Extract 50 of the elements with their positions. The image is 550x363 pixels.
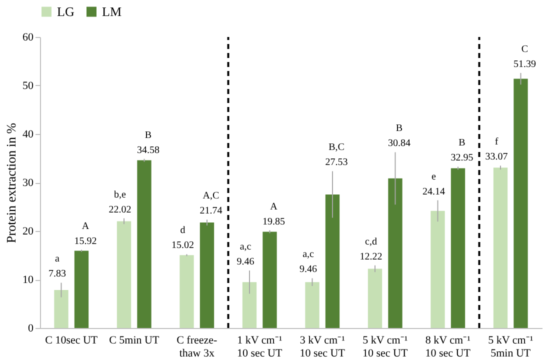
annotation: B [458, 138, 466, 149]
annotation: A [82, 220, 90, 232]
x-tick-label: 5 kV cm⁻¹ 10 sec UT [362, 334, 408, 360]
annotation: e [432, 171, 437, 182]
x-tick-label: 1 kV cm⁻¹ 10 sec UT [237, 334, 283, 360]
annotation: b,e [114, 189, 127, 200]
annotation: B [144, 130, 152, 141]
y-tick-label: 30 [22, 177, 34, 189]
data-label: 9.46 [236, 256, 254, 268]
y-tick-label: 50 [22, 80, 34, 92]
y-tick-label: 40 [22, 128, 34, 140]
y-tick-label: 0 [28, 322, 34, 334]
annotation: d [180, 225, 186, 236]
data-label: 24.14 [422, 186, 446, 198]
annotation: c,d [365, 236, 377, 248]
data-label: 15.02 [172, 240, 194, 252]
data-label: 19.85 [262, 216, 285, 228]
y-tick-label: 60 [22, 32, 34, 44]
data-label: 32.95 [450, 152, 474, 164]
annotation: f [494, 136, 499, 148]
x-tick-label: C 10sec UT [45, 334, 98, 346]
x-tick-label: 8 kV cm⁻¹ 10 sec UT [425, 334, 471, 360]
annotation: a,c [302, 249, 314, 260]
y-tick-label: 10 [22, 274, 34, 286]
data-label: 21.74 [200, 206, 222, 217]
data-label: 34.58 [136, 144, 160, 156]
x-tick-label: C freeze- thaw 3x [176, 334, 218, 360]
annotation: A,C [202, 190, 220, 202]
x-tick-label: C 5min UT [109, 334, 160, 346]
annotation: A [270, 201, 278, 212]
data-label: 9.46 [300, 264, 318, 276]
y-tick-label: 20 [22, 226, 34, 238]
x-tick-label: 3 kV cm⁻¹ 10 sec UT [300, 334, 346, 360]
data-label: 15.92 [74, 236, 97, 247]
annotation: a,c [240, 241, 252, 252]
data-label: 7.83 [48, 268, 66, 280]
annotation: B [396, 123, 403, 134]
data-label: 27.53 [325, 157, 348, 168]
data-label: 12.22 [360, 251, 382, 262]
legend-label: LM [102, 4, 122, 19]
y-axis-title: Protein extraction in % [4, 122, 18, 244]
annotation: C [521, 44, 528, 55]
annotation: a [55, 254, 60, 265]
annotation: B,C [328, 142, 345, 154]
data-label: 51.39 [513, 58, 536, 70]
data-label: 30.84 [388, 138, 410, 150]
legend-label: LG [57, 4, 74, 19]
data-label: 22.02 [108, 204, 132, 216]
data-label: 33.07 [485, 152, 508, 163]
x-tick-label: 5 kV cm⁻¹ 5min UT [488, 334, 534, 360]
